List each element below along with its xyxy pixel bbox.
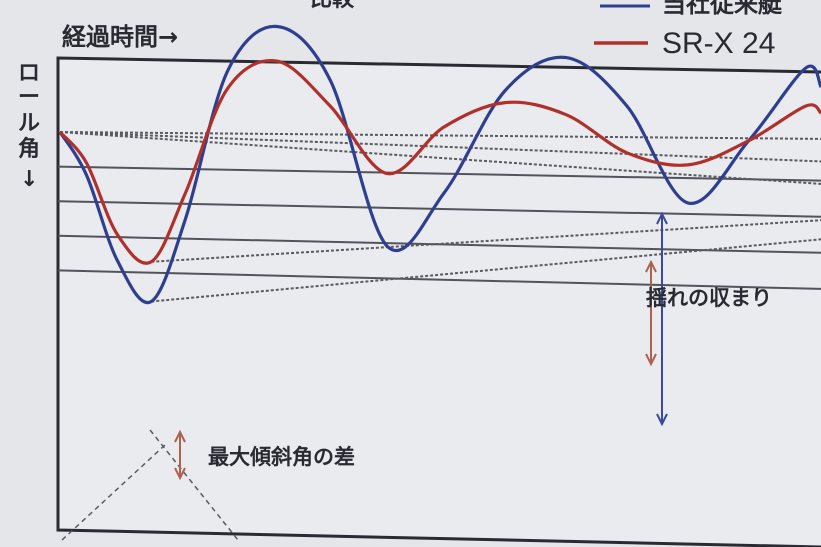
damping-arrow-srx24-head-top bbox=[645, 259, 657, 273]
legend-label-conventional: 当社従来艇 bbox=[662, 0, 782, 18]
y-caption-char: ロ bbox=[18, 61, 40, 86]
legend-label-srx24: SR-X 24 bbox=[662, 27, 775, 60]
envelope-line bbox=[59, 131, 821, 140]
damping-arrow-conventional-head-bottom bbox=[656, 413, 668, 427]
construction-lines bbox=[61, 429, 239, 541]
y-caption-char: 角 bbox=[18, 136, 40, 162]
y-caption-char: ↓ bbox=[20, 167, 38, 192]
legend: 当社従来艇 SR-X 24 bbox=[594, 0, 782, 60]
envelope-line bbox=[151, 238, 821, 303]
damping-arrow-srx24 bbox=[645, 259, 657, 367]
y-axis-caption: ロ ー ル 角 ↓ bbox=[18, 61, 40, 192]
series-line-srx24 bbox=[58, 58, 821, 265]
damping-arrow-srx24-head-bottom bbox=[645, 353, 657, 367]
grid-line bbox=[57, 234, 821, 254]
envelope-line bbox=[59, 131, 821, 185]
max-tilt-diff-arrow-head-bottom bbox=[174, 467, 186, 481]
grid-line bbox=[57, 165, 821, 182]
y-caption-char: ル bbox=[18, 111, 40, 136]
max-tilt-diff-arrow-head-top bbox=[174, 429, 186, 443]
damping-arrow-conventional bbox=[656, 211, 668, 427]
plot-background bbox=[58, 58, 821, 547]
damping-arrow-conventional-head-top bbox=[656, 211, 668, 225]
series-lines bbox=[58, 24, 821, 305]
grid-line bbox=[57, 269, 821, 290]
grid-lines bbox=[57, 165, 821, 290]
grid-line bbox=[57, 200, 821, 218]
y-caption-char: ー bbox=[18, 85, 40, 110]
plot-frame bbox=[56, 56, 821, 547]
envelope-line bbox=[59, 131, 821, 163]
damping-annotation: 揺れの収まり bbox=[646, 286, 772, 310]
annotations bbox=[174, 211, 668, 481]
envelope-line bbox=[151, 219, 821, 263]
series-line-conventional bbox=[58, 24, 821, 305]
plot-area bbox=[56, 56, 821, 547]
top-fragment-text: 比較 bbox=[310, 0, 355, 12]
max-tilt-diff-arrow bbox=[174, 429, 186, 481]
envelope-lines bbox=[59, 131, 821, 303]
max-tilt-diff-annotation: 最大傾斜角の差 bbox=[208, 445, 355, 469]
construction-line bbox=[149, 429, 239, 541]
x-axis-caption: 経過時間→ bbox=[62, 23, 178, 51]
